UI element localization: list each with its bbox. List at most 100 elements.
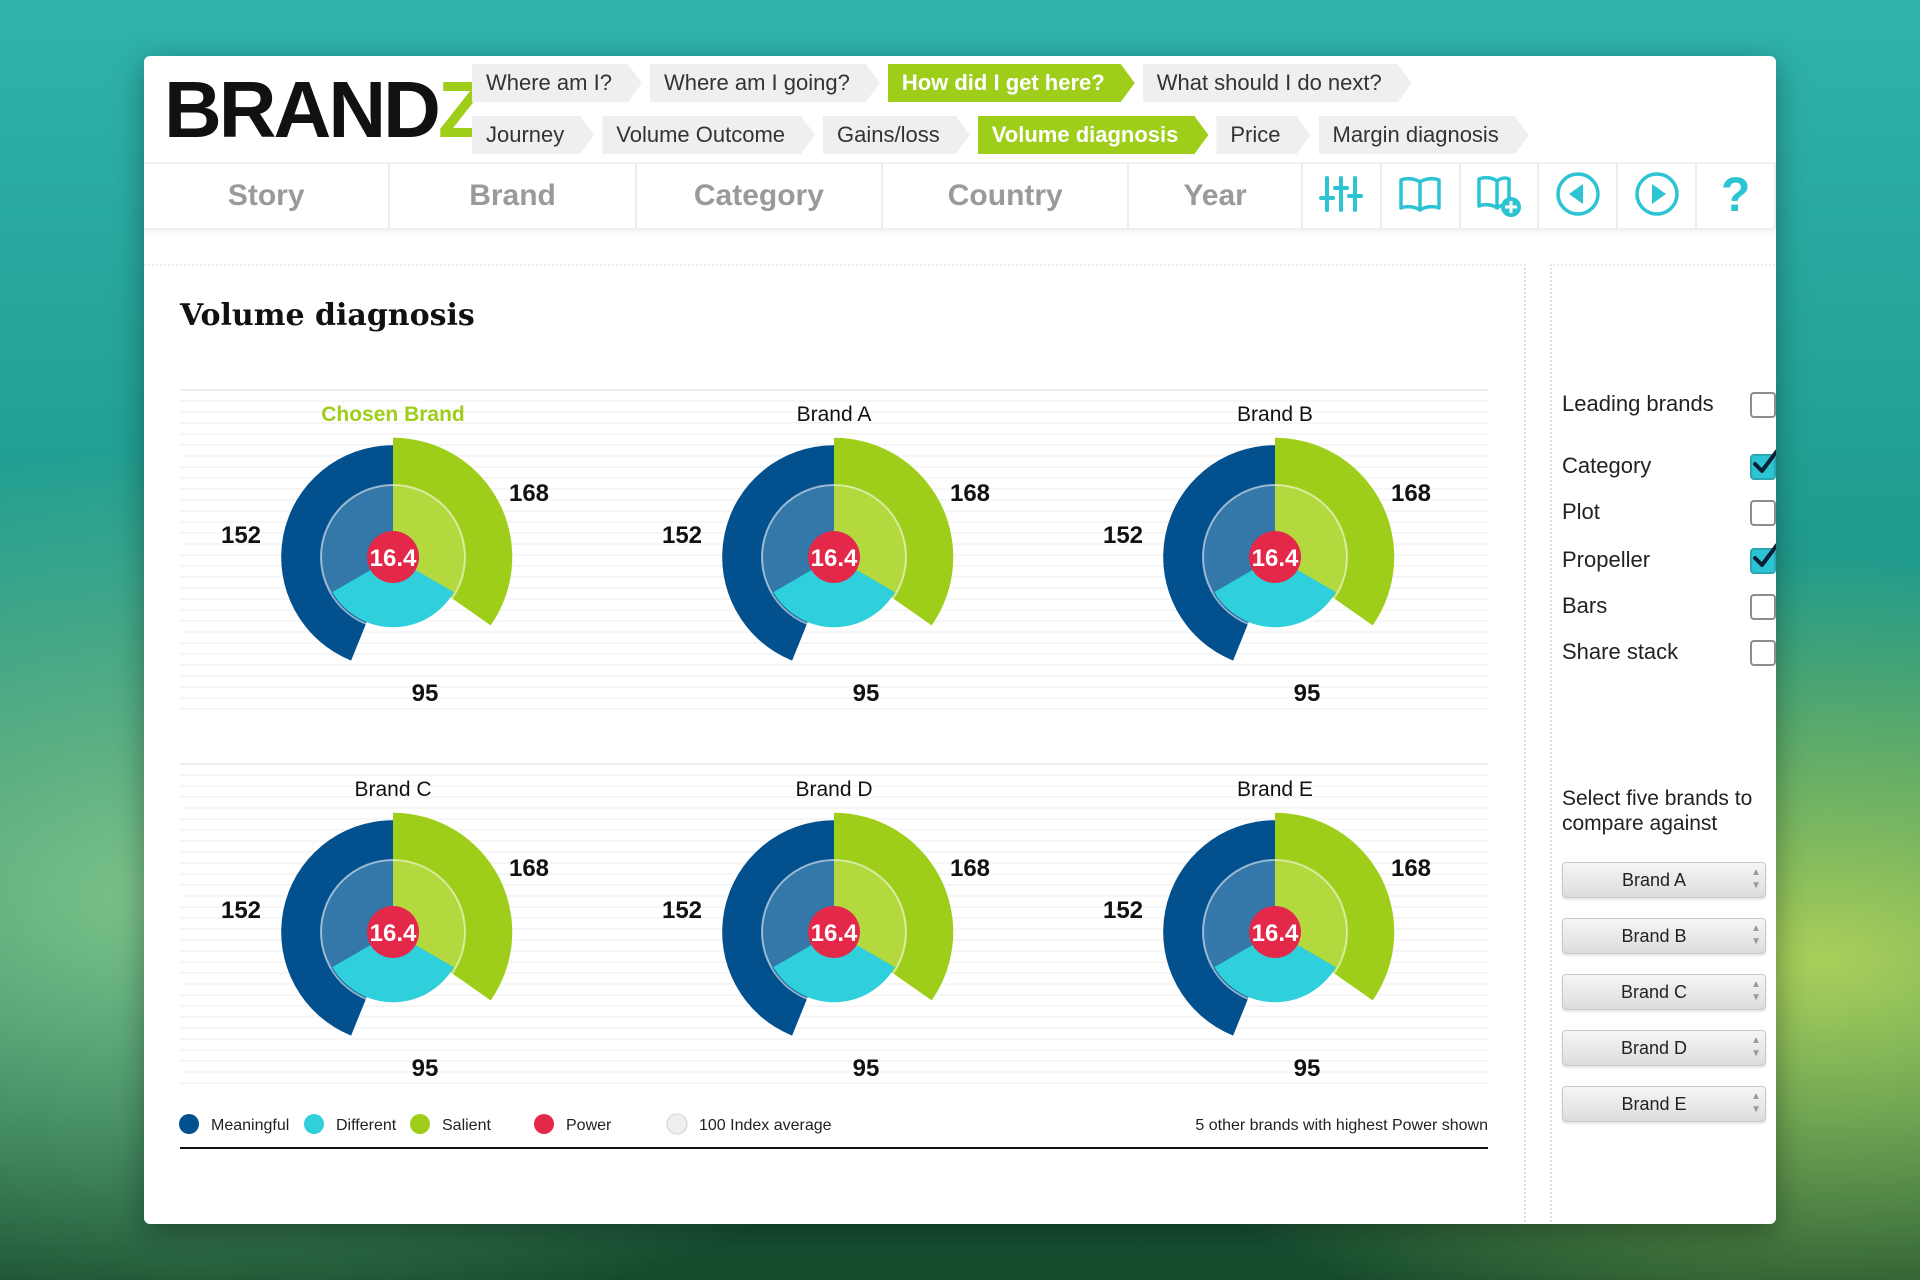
option-label: Plot — [1562, 499, 1600, 524]
different-value: 95 — [853, 680, 880, 707]
power-circle — [367, 906, 419, 958]
legend-label: Meaningful — [211, 1117, 289, 1134]
breadcrumb-question-1[interactable]: Where am I? — [472, 64, 642, 102]
leading-brands-checkbox[interactable] — [1750, 392, 1776, 418]
legend-label: 100 Index average — [699, 1117, 832, 1134]
different-segment — [332, 557, 454, 628]
brand-name-label: Brand D — [795, 778, 872, 801]
breadcrumb-section-6[interactable]: Margin diagnosis — [1319, 116, 1529, 154]
tab-category[interactable]: Category — [637, 164, 884, 228]
option-category[interactable]: Category — [1562, 448, 1776, 484]
stepper-arrows-icon: ▲ ▼ — [1751, 1091, 1761, 1115]
different-value: 95 — [412, 680, 439, 707]
page-title: Volume diagnosis — [180, 298, 475, 333]
add-book-button[interactable] — [1461, 164, 1540, 228]
main-panel: Volume diagnosis 16.4 Chosen Brand 152 168 9… — [144, 264, 1526, 1224]
different-segment — [773, 557, 895, 628]
plot-checkbox[interactable] — [1750, 500, 1776, 526]
legend-label: Salient — [442, 1117, 491, 1134]
filter-sliders-button[interactable] — [1303, 164, 1382, 228]
option-share-stack[interactable]: Share stack — [1562, 634, 1776, 670]
previous-icon — [1554, 170, 1602, 223]
power-value: 16.4 — [1252, 920, 1299, 947]
breadcrumb-section-1[interactable]: Journey — [472, 116, 594, 154]
stepper-arrows-icon: ▲ ▼ — [1751, 923, 1761, 947]
category-checkbox[interactable] — [1750, 449, 1776, 480]
option-plot[interactable]: Plot — [1562, 494, 1776, 530]
next-icon — [1633, 170, 1681, 223]
breadcrumb-section-2[interactable]: Volume Outcome — [602, 116, 815, 154]
add-book-icon — [1475, 170, 1523, 223]
option-bars[interactable]: Bars — [1562, 588, 1776, 624]
power-circle — [1249, 906, 1301, 958]
legend-swatch — [666, 1113, 688, 1135]
salient-value: 168 — [509, 855, 549, 882]
breadcrumb-question-4[interactable]: What should I do next? — [1143, 64, 1412, 102]
legend-swatch — [179, 1114, 199, 1134]
tab-year[interactable]: Year — [1129, 164, 1303, 228]
legend-swatch — [304, 1114, 324, 1134]
power-value: 16.4 — [370, 920, 417, 947]
propeller-checkbox[interactable] — [1750, 543, 1776, 574]
legend-item-100-index-average: 100 Index average — [666, 1113, 832, 1135]
breadcrumb-section-3[interactable]: Gains/loss — [823, 116, 970, 154]
power-value: 16.4 — [1252, 545, 1299, 572]
book-button[interactable] — [1382, 164, 1461, 228]
index-average-ring — [1202, 484, 1348, 630]
brand-select-5[interactable]: Brand E ▲ ▼ — [1562, 1086, 1766, 1122]
brand-select-value: Brand B — [1621, 926, 1687, 946]
option-label: Share stack — [1562, 639, 1679, 664]
different-value: 95 — [1294, 1055, 1321, 1082]
brand-select-2[interactable]: Brand B ▲ ▼ — [1562, 918, 1766, 954]
power-circle — [808, 906, 860, 958]
different-value: 95 — [853, 1055, 880, 1082]
tab-country[interactable]: Country — [883, 164, 1130, 228]
help-icon: ? — [1720, 169, 1751, 222]
salient-value: 168 — [950, 855, 990, 882]
option-label: Propeller — [1562, 547, 1651, 572]
different-value: 95 — [412, 1055, 439, 1082]
bars-checkbox[interactable] — [1750, 594, 1776, 620]
index-average-ring — [1202, 859, 1348, 1005]
tab-story[interactable]: Story — [144, 164, 391, 228]
legend-item-different: Different — [304, 1114, 397, 1134]
brand-select-1[interactable]: Brand A ▲ ▼ — [1562, 862, 1766, 898]
brand-select-4[interactable]: Brand D ▲ ▼ — [1562, 1030, 1766, 1066]
brand-select-value: Brand D — [1620, 1038, 1688, 1058]
book-icon — [1396, 170, 1444, 223]
brand-select-3[interactable]: Brand C ▲ ▼ — [1562, 974, 1766, 1010]
option-propeller[interactable]: Propeller — [1562, 542, 1776, 578]
tab-brand[interactable]: Brand — [390, 164, 637, 228]
power-value: 16.4 — [811, 920, 858, 947]
breadcrumb-question-3[interactable]: How did I get here? — [888, 64, 1135, 102]
breadcrumb-section-4[interactable]: Volume diagnosis — [978, 116, 1209, 154]
breadcrumb-section-5[interactable]: Price — [1216, 116, 1310, 154]
next-button[interactable] — [1618, 164, 1698, 228]
help-button[interactable]: ? — [1697, 164, 1776, 228]
breadcrumb-question-2[interactable]: Where am I going? — [650, 64, 880, 102]
propeller-brand-a: 16.4 Brand A 152 168 95 — [662, 403, 990, 707]
salient-value: 168 — [950, 480, 990, 507]
brand-select-value: Brand C — [1620, 982, 1688, 1002]
power-value: 16.4 — [370, 545, 417, 572]
option-label: Category — [1562, 453, 1652, 478]
brand-name-label: Brand A — [797, 403, 872, 426]
salient-value: 168 — [1391, 480, 1431, 507]
propeller-brand-c: 16.4 Brand C 152 168 95 — [221, 778, 549, 1082]
propeller-brand-b: 16.4 Brand B 152 168 95 — [1103, 403, 1431, 707]
filter-sliders-icon — [1317, 170, 1365, 223]
different-value: 95 — [1294, 680, 1321, 707]
meaningful-value: 152 — [221, 522, 261, 549]
previous-button[interactable] — [1539, 164, 1619, 228]
option-label: Leading brands — [1562, 391, 1714, 416]
brandz-logo[interactable]: BRANDZ — [164, 65, 487, 154]
stepper-arrows-icon: ▲ ▼ — [1751, 979, 1761, 1003]
breadcrumb-sections: Journey Volume Outcome Gains/loss Volume di… — [472, 116, 1537, 154]
propeller-chosen-brand: 16.4 Chosen Brand 152 168 95 — [221, 403, 549, 707]
option-leading-brands[interactable]: Leading brands — [1562, 386, 1776, 422]
main-navbar: Story Brand Category Country Year? — [144, 164, 1776, 228]
share-stack-checkbox[interactable] — [1750, 640, 1776, 666]
meaningful-value: 152 — [662, 522, 702, 549]
chart-note: 5 other brands with highest Power shown — [1195, 1117, 1488, 1134]
